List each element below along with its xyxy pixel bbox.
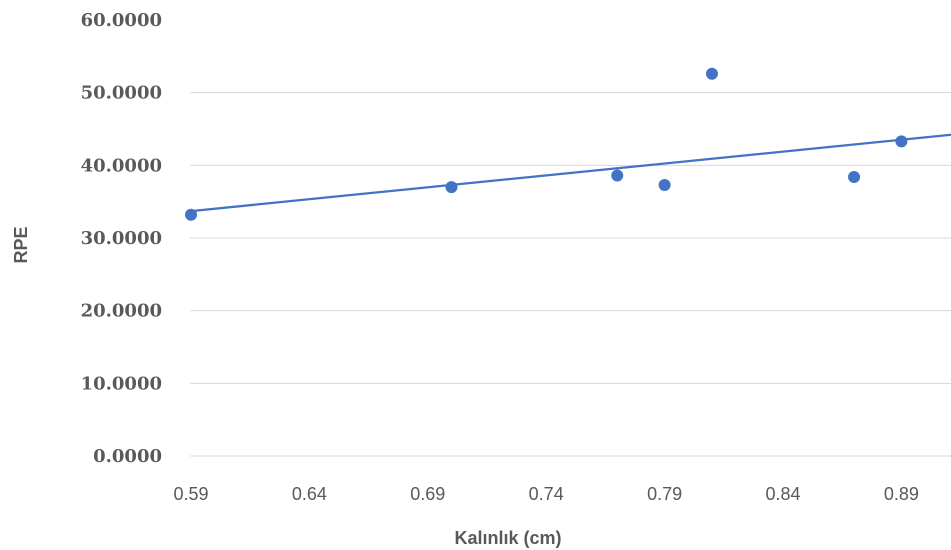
x-tick-label: 0.74: [529, 484, 564, 504]
y-axis-title: RPE: [11, 226, 31, 263]
data-point: [658, 178, 671, 191]
linear-trendline: [190, 133, 951, 213]
y-axis-tick-labels: 0.0000 10.0000 20.0000 30.0000 40.0000 50.000…: [81, 10, 162, 467]
y-tick-label: 10.0000: [81, 373, 162, 394]
data-point: [611, 169, 624, 182]
y-tick-label: 30.0000: [81, 228, 162, 249]
trendline-layer: [190, 133, 951, 213]
data-point: [895, 135, 908, 148]
data-point: [848, 170, 861, 183]
y-tick-label: 0.0000: [93, 446, 162, 467]
x-tick-label: 0.84: [765, 484, 800, 504]
data-point: [705, 67, 718, 80]
x-axis-tick-labels: 0.59 0.64 0.69 0.74 0.79 0.84 0.89: [173, 484, 918, 504]
grid-lines: [190, 92, 951, 457]
x-tick-label: 0.69: [410, 484, 445, 504]
y-tick-label: 20.0000: [81, 301, 162, 322]
y-tick-label: 60.0000: [81, 10, 162, 31]
data-point: [445, 181, 458, 194]
x-tick-label: 0.59: [173, 484, 208, 504]
x-tick-label: 0.89: [884, 484, 919, 504]
x-tick-label: 0.64: [292, 484, 327, 504]
x-tick-label: 0.79: [647, 484, 682, 504]
y-tick-label: 40.0000: [81, 155, 162, 176]
data-point: [185, 208, 197, 221]
y-tick-label: 50.0000: [81, 83, 162, 104]
data-points: [185, 67, 908, 221]
x-axis-title: Kalınlık (cm): [454, 528, 561, 548]
